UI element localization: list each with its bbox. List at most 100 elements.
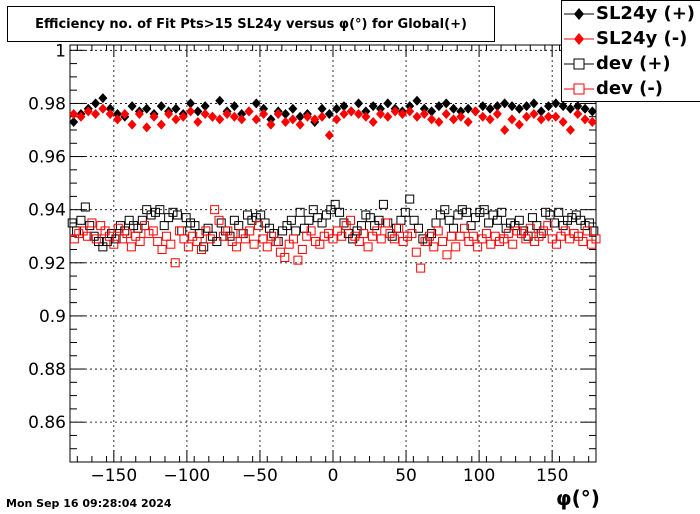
data-point — [69, 109, 79, 120]
chart-title: Efficiency no. of Fit Pts>15 SL24y versu… — [35, 16, 467, 32]
data-point — [98, 93, 108, 104]
data-point — [87, 218, 97, 228]
data-point — [434, 117, 444, 128]
y-tick-label: 0.9 — [39, 307, 66, 327]
data-point — [135, 237, 145, 247]
data-point — [492, 109, 502, 120]
data-point — [354, 109, 364, 120]
data-point — [153, 237, 163, 247]
data-point — [544, 101, 554, 112]
data-point — [215, 114, 225, 125]
legend-label: SL24y (-) — [596, 28, 688, 49]
data-point — [551, 98, 561, 109]
data-point — [337, 231, 347, 241]
data-point — [157, 245, 167, 255]
legend-label: SL24y (+) — [596, 3, 696, 24]
data-point — [166, 239, 176, 249]
x-tick-label: −150 — [90, 466, 137, 486]
data-point — [536, 229, 546, 239]
data-point — [346, 106, 356, 117]
y-tick-label: 0.92 — [28, 254, 66, 274]
data-point — [558, 101, 568, 112]
data-point — [407, 229, 417, 239]
data-point — [127, 119, 137, 130]
data-point — [339, 218, 349, 228]
data-point — [237, 114, 247, 125]
data-point — [554, 207, 564, 217]
data-point — [112, 109, 122, 120]
data-point — [127, 101, 137, 112]
data-point — [522, 101, 532, 112]
data-point — [473, 242, 483, 252]
legend: SL24y (+) SL24y (-) dev (+) dev (-) — [561, 0, 700, 102]
data-point — [210, 205, 220, 215]
data-point — [291, 226, 301, 236]
data-point — [295, 119, 305, 130]
data-point — [203, 223, 213, 233]
data-point — [587, 106, 597, 117]
data-point — [486, 239, 496, 249]
data-point — [186, 106, 196, 117]
data-point — [109, 239, 119, 249]
data-point — [148, 226, 158, 236]
data-point — [80, 202, 90, 212]
data-point — [113, 223, 123, 233]
y-tick-label: 0.94 — [28, 201, 66, 221]
data-point — [304, 215, 314, 225]
legend-marker-red-diamond-icon — [564, 33, 594, 45]
data-point — [468, 231, 478, 241]
data-point — [409, 215, 419, 225]
data-point — [400, 207, 410, 217]
data-point — [251, 114, 261, 125]
data-point — [503, 229, 513, 239]
data-point — [223, 226, 233, 236]
data-point — [522, 111, 532, 122]
data-point — [536, 114, 546, 125]
data-point — [429, 242, 439, 252]
data-point — [225, 231, 235, 241]
legend-marker-red-square-icon — [564, 83, 594, 95]
data-point — [170, 258, 180, 268]
x-tick-label: −100 — [164, 466, 211, 486]
data-point — [455, 231, 465, 241]
data-point — [514, 215, 524, 225]
data-point — [485, 103, 495, 114]
data-point — [142, 103, 152, 114]
x-axis-label: φ(°) — [556, 486, 600, 510]
data-point — [419, 109, 429, 120]
data-point — [281, 117, 291, 128]
data-point — [587, 117, 597, 128]
data-point — [478, 101, 488, 112]
legend-label: dev (+) — [596, 53, 671, 74]
x-tick-label: 50 — [395, 466, 417, 486]
legend-entry-dev-minus: dev (-) — [562, 76, 700, 101]
data-point — [214, 215, 224, 225]
data-point — [551, 111, 561, 122]
data-point — [105, 103, 115, 114]
data-point — [451, 242, 461, 252]
data-point — [383, 218, 393, 228]
data-point — [273, 109, 283, 120]
data-point — [295, 111, 305, 122]
axis-tick-labels: −150 −100 −50 0 50 100 150 0.86 0.88 0.9 0.92 0.94 0… — [28, 41, 568, 486]
y-tick-label: 0.86 — [28, 413, 66, 433]
data-point — [286, 215, 296, 225]
data-point — [324, 130, 334, 141]
data-point — [387, 231, 397, 241]
legend-marker-black-diamond-icon — [564, 8, 594, 20]
data-point — [383, 98, 393, 109]
data-point — [310, 114, 320, 125]
x-tick-label: 150 — [536, 466, 568, 486]
data-point — [199, 242, 209, 252]
data-point — [212, 237, 222, 247]
data-point — [83, 106, 93, 117]
data-point — [205, 234, 215, 244]
data-point — [361, 111, 371, 122]
data-point — [514, 119, 524, 130]
data-point — [405, 194, 415, 204]
data-point — [156, 119, 166, 130]
data-point — [295, 207, 305, 217]
data-point — [306, 226, 316, 236]
data-point — [460, 223, 469, 233]
